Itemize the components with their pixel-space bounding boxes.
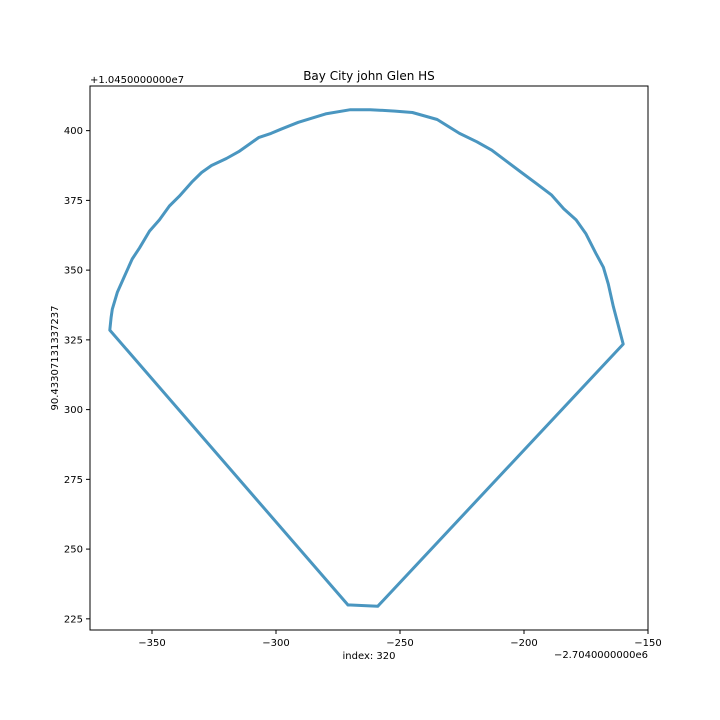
y-tick-label: 400 — [64, 126, 83, 137]
x-tick-label: −150 — [634, 638, 661, 649]
x-tick-label: −200 — [510, 638, 537, 649]
axes-frame — [89, 85, 649, 631]
y-offset-label: +1.0450000000e7 — [90, 75, 184, 86]
x-axis-label: index: 320 — [343, 651, 396, 662]
y-tick-label: 250 — [64, 545, 83, 556]
y-axis-label: 90.4330713133723​7 — [50, 306, 61, 411]
y-tick-label: 375 — [64, 196, 83, 207]
y-tick-label: 275 — [64, 475, 83, 486]
plot-area: −350 −300 −250 −200 −150 225 250 275 300 325 350 37… — [64, 85, 662, 649]
y-tick-label: 225 — [64, 614, 83, 625]
x-tick-label: −350 — [138, 638, 165, 649]
x-tick-label: −300 — [262, 638, 289, 649]
y-tick-label: 325 — [64, 335, 83, 346]
chart-title: Bay City john Glen HS — [303, 69, 435, 83]
y-tick-label: 300 — [64, 405, 83, 416]
x-tick-label: −250 — [386, 638, 413, 649]
series-line-0 — [108, 108, 625, 608]
x-offset-label: −2.7040000000e6 — [554, 650, 648, 661]
y-tick-label: 350 — [64, 266, 83, 277]
